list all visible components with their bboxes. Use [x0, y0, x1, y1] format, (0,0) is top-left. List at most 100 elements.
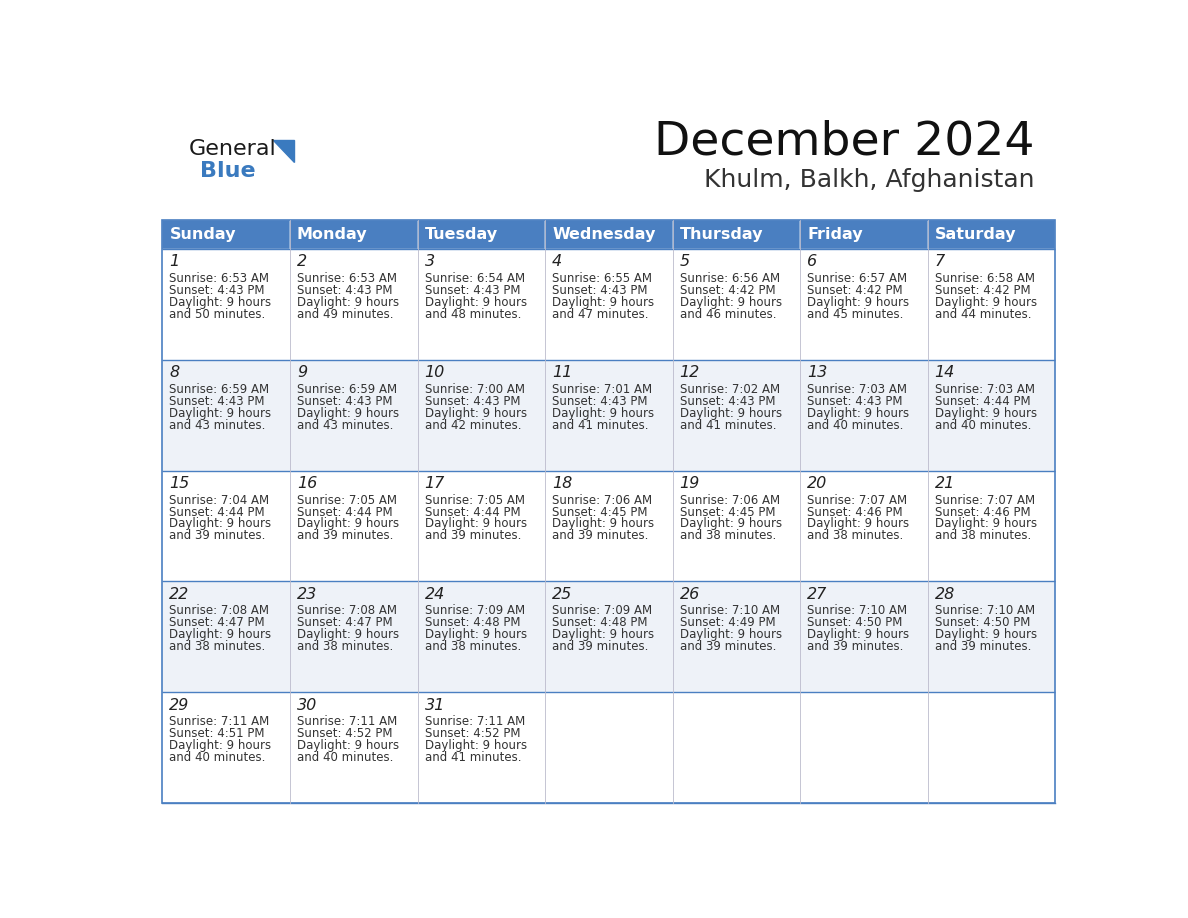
- Text: 8: 8: [170, 365, 179, 380]
- Text: and 38 minutes.: and 38 minutes.: [424, 641, 520, 654]
- Text: 4: 4: [552, 254, 562, 269]
- Text: 28: 28: [935, 587, 955, 602]
- Text: and 39 minutes.: and 39 minutes.: [680, 641, 776, 654]
- Text: Sunset: 4:44 PM: Sunset: 4:44 PM: [170, 506, 265, 519]
- Text: Daylight: 9 hours: Daylight: 9 hours: [297, 739, 399, 752]
- Text: Sunset: 4:46 PM: Sunset: 4:46 PM: [935, 506, 1030, 519]
- Text: 22: 22: [170, 587, 190, 602]
- Text: 18: 18: [552, 476, 573, 491]
- Bar: [672, 581, 801, 692]
- Text: 6: 6: [807, 254, 817, 269]
- Text: Sunrise: 7:07 AM: Sunrise: 7:07 AM: [807, 494, 908, 507]
- Bar: [163, 581, 290, 692]
- Bar: [801, 692, 928, 803]
- Text: 9: 9: [297, 365, 307, 380]
- Text: Daylight: 9 hours: Daylight: 9 hours: [424, 296, 526, 308]
- Text: Khulm, Balkh, Afghanistan: Khulm, Balkh, Afghanistan: [703, 168, 1035, 192]
- Text: Tuesday: Tuesday: [424, 227, 498, 241]
- Bar: [163, 471, 290, 581]
- Text: and 39 minutes.: and 39 minutes.: [807, 641, 904, 654]
- Text: and 42 minutes.: and 42 minutes.: [424, 419, 522, 431]
- Bar: [163, 249, 290, 360]
- Text: and 46 minutes.: and 46 minutes.: [680, 308, 776, 320]
- Text: Sunrise: 6:58 AM: Sunrise: 6:58 AM: [935, 272, 1035, 285]
- Text: 30: 30: [297, 698, 317, 712]
- Text: General: General: [189, 140, 277, 160]
- Text: 11: 11: [552, 365, 573, 380]
- Text: 3: 3: [424, 254, 435, 269]
- Text: and 48 minutes.: and 48 minutes.: [424, 308, 520, 320]
- Text: Sunset: 4:47 PM: Sunset: 4:47 PM: [170, 616, 265, 630]
- Bar: [290, 471, 417, 581]
- Text: Sunrise: 7:09 AM: Sunrise: 7:09 AM: [424, 604, 525, 618]
- Text: Sunrise: 7:10 AM: Sunrise: 7:10 AM: [935, 604, 1035, 618]
- Bar: [417, 692, 545, 803]
- Text: Sunrise: 7:03 AM: Sunrise: 7:03 AM: [807, 383, 908, 396]
- Text: Sunset: 4:42 PM: Sunset: 4:42 PM: [807, 284, 903, 297]
- Text: 15: 15: [170, 476, 190, 491]
- Bar: [163, 219, 290, 249]
- Text: Sunset: 4:49 PM: Sunset: 4:49 PM: [680, 616, 776, 630]
- Text: and 38 minutes.: and 38 minutes.: [807, 530, 903, 543]
- Bar: [290, 219, 417, 249]
- Text: Daylight: 9 hours: Daylight: 9 hours: [424, 739, 526, 752]
- Text: Sunset: 4:43 PM: Sunset: 4:43 PM: [424, 395, 520, 408]
- Bar: [801, 360, 928, 471]
- Text: Sunrise: 7:10 AM: Sunrise: 7:10 AM: [807, 604, 908, 618]
- Text: and 43 minutes.: and 43 minutes.: [170, 419, 266, 431]
- Bar: [163, 219, 1055, 803]
- Text: 1: 1: [170, 254, 179, 269]
- Text: Sunset: 4:51 PM: Sunset: 4:51 PM: [170, 727, 265, 740]
- Text: Sunday: Sunday: [170, 227, 236, 241]
- Text: Sunrise: 6:55 AM: Sunrise: 6:55 AM: [552, 272, 652, 285]
- Text: Daylight: 9 hours: Daylight: 9 hours: [424, 407, 526, 420]
- Text: Sunrise: 7:09 AM: Sunrise: 7:09 AM: [552, 604, 652, 618]
- Text: Daylight: 9 hours: Daylight: 9 hours: [297, 296, 399, 308]
- Text: Sunset: 4:47 PM: Sunset: 4:47 PM: [297, 616, 392, 630]
- Text: and 38 minutes.: and 38 minutes.: [297, 641, 393, 654]
- Text: Daylight: 9 hours: Daylight: 9 hours: [935, 296, 1037, 308]
- Text: and 41 minutes.: and 41 minutes.: [424, 751, 522, 764]
- Text: Daylight: 9 hours: Daylight: 9 hours: [552, 407, 655, 420]
- Text: and 44 minutes.: and 44 minutes.: [935, 308, 1031, 320]
- Bar: [928, 219, 1055, 249]
- Text: Sunrise: 7:06 AM: Sunrise: 7:06 AM: [680, 494, 779, 507]
- Text: Sunset: 4:44 PM: Sunset: 4:44 PM: [424, 506, 520, 519]
- Text: Sunrise: 6:54 AM: Sunrise: 6:54 AM: [424, 272, 525, 285]
- Text: Daylight: 9 hours: Daylight: 9 hours: [935, 628, 1037, 642]
- Text: Daylight: 9 hours: Daylight: 9 hours: [807, 628, 909, 642]
- Text: Sunrise: 7:01 AM: Sunrise: 7:01 AM: [552, 383, 652, 396]
- Text: Sunrise: 7:08 AM: Sunrise: 7:08 AM: [297, 604, 397, 618]
- Bar: [417, 471, 545, 581]
- Text: Sunset: 4:44 PM: Sunset: 4:44 PM: [297, 506, 392, 519]
- Text: Daylight: 9 hours: Daylight: 9 hours: [807, 518, 909, 531]
- Text: and 49 minutes.: and 49 minutes.: [297, 308, 393, 320]
- Text: Daylight: 9 hours: Daylight: 9 hours: [680, 296, 782, 308]
- Bar: [672, 219, 801, 249]
- Text: Sunrise: 7:05 AM: Sunrise: 7:05 AM: [297, 494, 397, 507]
- Text: and 43 minutes.: and 43 minutes.: [297, 419, 393, 431]
- Text: Sunrise: 7:08 AM: Sunrise: 7:08 AM: [170, 604, 270, 618]
- Bar: [290, 692, 417, 803]
- Text: and 40 minutes.: and 40 minutes.: [170, 751, 266, 764]
- Text: 26: 26: [680, 587, 700, 602]
- Text: and 39 minutes.: and 39 minutes.: [935, 641, 1031, 654]
- Text: 2: 2: [297, 254, 307, 269]
- Text: Sunrise: 7:11 AM: Sunrise: 7:11 AM: [297, 715, 397, 728]
- Text: Sunset: 4:42 PM: Sunset: 4:42 PM: [680, 284, 776, 297]
- Bar: [417, 249, 545, 360]
- Bar: [545, 692, 672, 803]
- Bar: [672, 249, 801, 360]
- Text: Daylight: 9 hours: Daylight: 9 hours: [552, 296, 655, 308]
- Text: Daylight: 9 hours: Daylight: 9 hours: [424, 518, 526, 531]
- Text: Daylight: 9 hours: Daylight: 9 hours: [552, 518, 655, 531]
- Text: Sunset: 4:50 PM: Sunset: 4:50 PM: [807, 616, 903, 630]
- Text: Sunrise: 7:00 AM: Sunrise: 7:00 AM: [424, 383, 525, 396]
- Bar: [545, 581, 672, 692]
- Text: Sunrise: 7:10 AM: Sunrise: 7:10 AM: [680, 604, 779, 618]
- Text: 14: 14: [935, 365, 955, 380]
- Text: Sunset: 4:45 PM: Sunset: 4:45 PM: [552, 506, 647, 519]
- Text: and 47 minutes.: and 47 minutes.: [552, 308, 649, 320]
- Text: Sunrise: 7:07 AM: Sunrise: 7:07 AM: [935, 494, 1035, 507]
- Text: Sunrise: 6:57 AM: Sunrise: 6:57 AM: [807, 272, 908, 285]
